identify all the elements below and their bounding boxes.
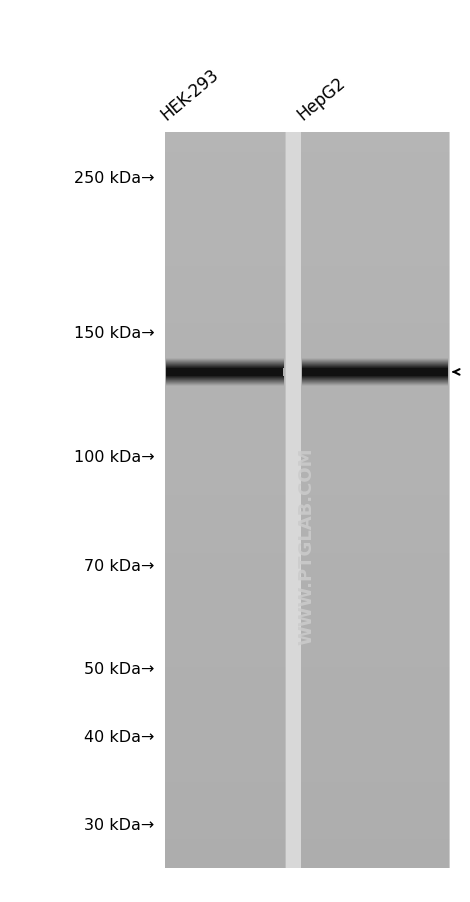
Text: HepG2: HepG2 [294,73,349,124]
Text: 100 kDa→: 100 kDa→ [73,449,154,465]
Text: 150 kDa→: 150 kDa→ [73,326,154,341]
Bar [301,133,449,868]
Text: 50 kDa→: 50 kDa→ [84,661,154,676]
Bar [166,363,283,382]
Text: 40 kDa→: 40 kDa→ [84,729,154,744]
Text: 250 kDa→: 250 kDa→ [74,170,154,185]
Bar [164,133,285,868]
Text: 30 kDa→: 30 kDa→ [84,816,154,832]
Text: 70 kDa→: 70 kDa→ [84,558,154,574]
Bar [302,363,448,382]
Bar [285,133,301,868]
Text: HEK-293: HEK-293 [157,65,222,124]
Text: WWW.PTGLAB.COM: WWW.PTGLAB.COM [298,446,316,644]
